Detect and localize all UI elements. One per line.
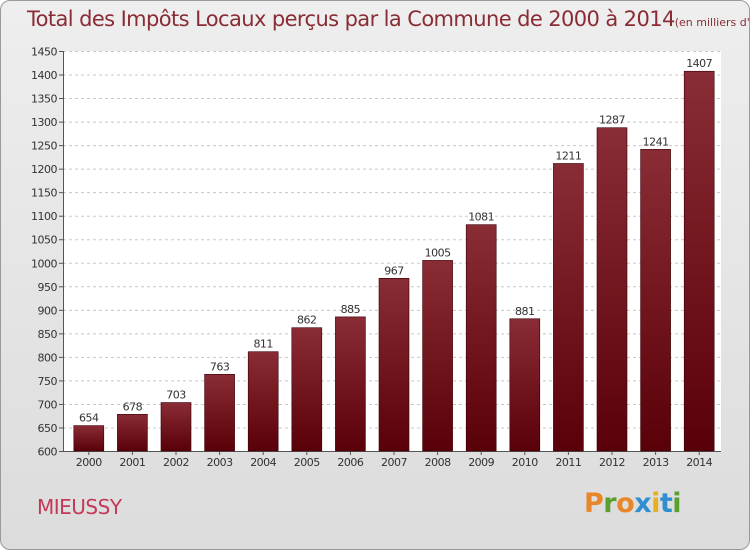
bar-value-label: 881 [515,305,535,318]
x-tick-label: 2012 [599,456,625,469]
x-tick-label: 2004 [250,456,276,469]
bar-2003 [204,373,235,452]
bar-value-label: 862 [297,314,317,327]
logo-letter: i [651,488,660,519]
x-tick-label: 2010 [512,456,538,469]
x-tick-label: 2003 [207,456,233,469]
proxiti-logo: Proxiti [584,488,682,519]
x-tick-label: 2011 [555,456,581,469]
bar-2007 [378,277,410,452]
bar-value-label: 1211 [555,149,581,162]
x-tick-label: 2002 [163,456,189,469]
bar-2014 [683,70,715,452]
bar-value-label: 1241 [643,135,669,148]
bar-value-label: 1407 [686,57,712,70]
y-tick-label: 1250 [31,140,57,153]
bar-value-label: 703 [166,389,186,402]
x-tick-label: 2013 [643,456,669,469]
y-tick-label: 700 [38,398,58,411]
x-tick-label: 2007 [381,456,407,469]
bar-2005 [291,327,323,452]
y-tick-label: 1100 [31,210,57,223]
y-tick-label: 1050 [31,234,57,247]
bar-value-label: 1005 [425,246,451,259]
y-tick-label: 600 [38,446,58,459]
y-tick-label: 950 [38,281,58,294]
x-tick-label: 2014 [686,456,712,469]
logo-letter: t [659,488,673,519]
y-tick-label: 850 [38,328,58,341]
bar-value-labels: 654 678 703 763 811 862 885 967 1005 1081 881 1211 1… [79,57,713,424]
logo-letter: P [584,488,604,519]
bar-value-label: 1287 [599,114,625,127]
x-tick-label: 2001 [119,456,145,469]
logo-letter: x [634,488,652,519]
y-tick-label: 650 [38,422,58,435]
y-tick-label: 1000 [31,257,57,270]
bar-value-label: 967 [384,264,404,277]
x-tick-label: 2000 [76,456,102,469]
bar-value-label: 1081 [468,211,494,224]
bar-2010 [509,318,541,452]
chart-title: Total des Impôts Locaux perçus par la Co… [27,7,750,31]
y-tick-label: 750 [38,375,58,388]
y-tick-label: 1150 [31,187,57,200]
bar-2008 [422,260,453,452]
bar-value-label: 885 [341,303,361,316]
chart-title-unit: (en milliers d'€) [674,16,750,29]
bar-2013 [640,149,671,452]
logo-letter: r [603,488,617,519]
y-tick-label: 1200 [31,163,57,176]
x-tick-label: 2009 [468,456,494,469]
chart-title-main: Total des Impôts Locaux perçus par la Co… [27,7,675,31]
y-tick-label: 900 [38,304,58,317]
bar-2000 [73,425,105,452]
bars [73,70,715,452]
x-tick-label: 2008 [425,456,451,469]
y-tick-label: 1450 [31,46,57,59]
bar-2012 [596,127,628,452]
logo-letter: o [616,488,635,519]
x-tick-labels: 2000 2001 2002 2003 2004 2005 2006 2007 2008 2009… [76,456,713,469]
bar-2006 [335,316,366,452]
y-tick-labels: 600 650 700 750 800 850 900 950 1000 1050 1100 1150… [31,46,58,459]
bar-2004 [247,351,279,452]
bar-value-label: 678 [123,400,143,413]
bar-value-label: 654 [79,412,99,425]
axes [59,51,721,455]
bar-value-label: 763 [210,360,230,373]
y-tick-label: 1300 [31,116,57,129]
y-tick-label: 1400 [31,69,57,82]
x-tick-label: 2006 [337,456,363,469]
bar-2009 [465,224,497,452]
bar-2011 [553,163,584,452]
bar-value-label: 811 [253,338,273,351]
bar-2002 [160,402,192,452]
y-tick-label: 800 [38,351,58,364]
y-tick-label: 1350 [31,93,57,106]
bar-2001 [117,413,148,452]
commune-name: MIEUSSY [37,495,122,519]
x-tick-label: 2005 [294,456,320,469]
logo-letter: i [672,488,682,519]
